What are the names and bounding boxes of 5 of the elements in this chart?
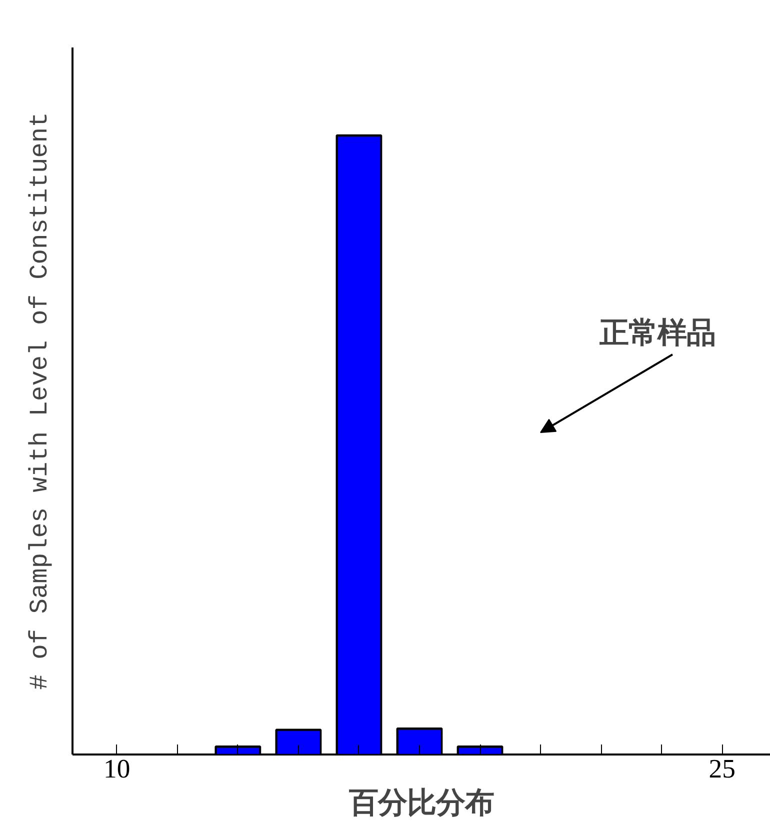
x-tick-label: 10 bbox=[104, 754, 130, 784]
y-axis-title: # of Samples with Level of Constituent bbox=[26, 112, 54, 690]
x-axis-title: 百分比分布 bbox=[348, 786, 494, 820]
annotation: 正常样品 bbox=[598, 316, 716, 350]
x-tick-label: 25 bbox=[708, 754, 736, 784]
